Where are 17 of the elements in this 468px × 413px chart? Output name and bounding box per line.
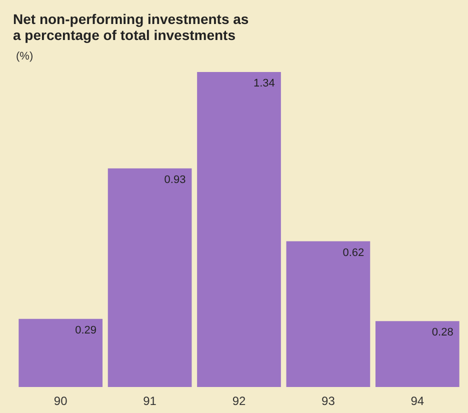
y-axis-title: (%) bbox=[16, 50, 34, 62]
data-label: 0.29 bbox=[75, 324, 97, 336]
x-tick-label: 91 bbox=[143, 394, 157, 408]
data-label: 0.28 bbox=[432, 326, 454, 339]
x-tick-label: 94 bbox=[410, 394, 424, 408]
data-label: 0.93 bbox=[164, 174, 186, 186]
x-tick-label: 90 bbox=[54, 394, 68, 408]
bar bbox=[286, 241, 370, 387]
data-label: 0.62 bbox=[342, 246, 364, 259]
bar bbox=[375, 321, 460, 387]
bar bbox=[197, 72, 281, 387]
bar bbox=[108, 168, 192, 387]
bar bbox=[18, 318, 103, 387]
x-tick-label: 93 bbox=[322, 394, 336, 408]
x-tick-label: 92 bbox=[232, 394, 246, 408]
chart-title: Net non-performing investments as a percentage of total investments bbox=[13, 11, 249, 43]
data-label: 1.34 bbox=[254, 78, 275, 90]
